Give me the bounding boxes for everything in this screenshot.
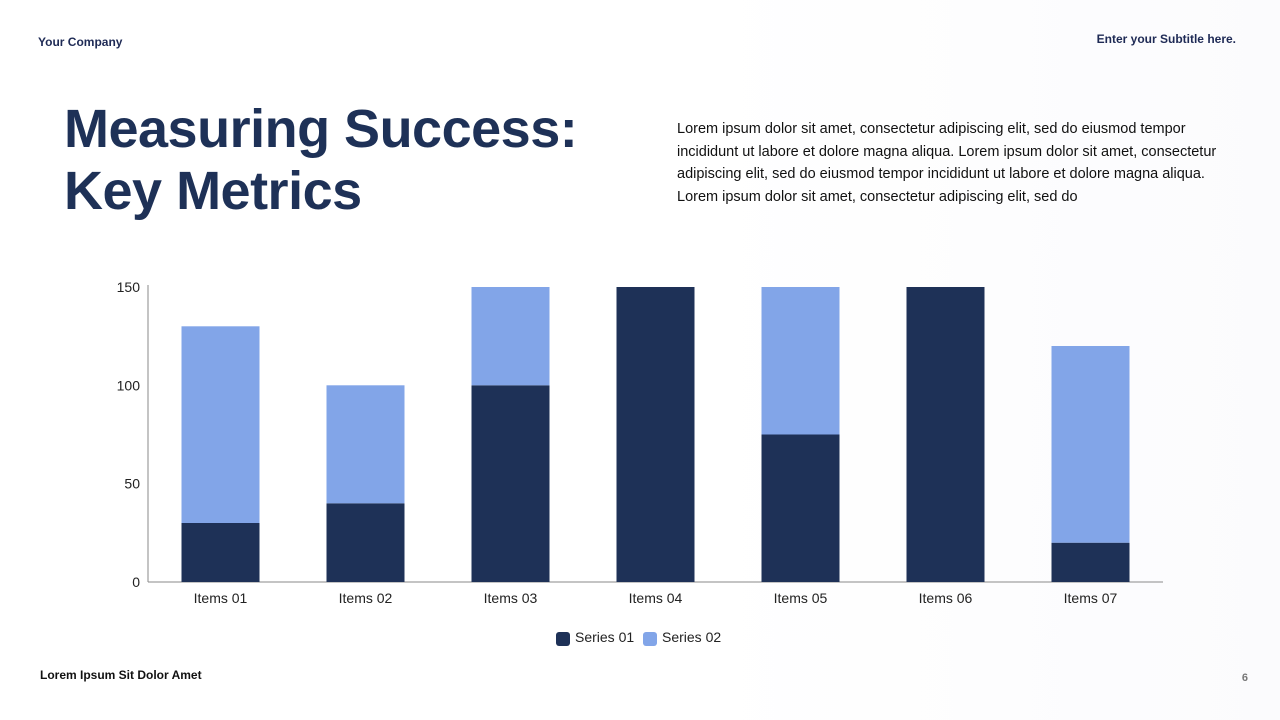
bar-series-02-items-05 — [761, 287, 840, 435]
x-tick-label: Items 01 — [194, 590, 248, 606]
title-line-1: Measuring Success: — [64, 99, 578, 159]
bar-series-01-items-01 — [181, 523, 260, 582]
company-name: Your Company — [38, 35, 123, 49]
bar-series-01-items-05 — [761, 434, 840, 582]
y-tick-label: 100 — [117, 377, 141, 393]
chart-legend: Series 01 Series 02 — [556, 629, 721, 646]
x-tick-labels: Items 01 Items 02 Items 03 Items 04 Items 05… — [194, 590, 1118, 606]
bar-series-01-items-07 — [1051, 542, 1130, 582]
y-tick-label: 150 — [117, 279, 141, 295]
slide-subtitle: Enter your Subtitle here. — [1096, 32, 1236, 46]
x-tick-label: Items 06 — [919, 590, 973, 606]
x-tick-label: Items 04 — [629, 590, 683, 606]
legend-swatch-series-01 — [556, 632, 570, 646]
footer-text: Lorem Ipsum Sit Dolor Amet — [40, 668, 202, 682]
page-title: Measuring Success: Key Metrics — [64, 98, 578, 222]
y-tick-labels: 0 50 100 150 — [117, 279, 141, 590]
legend-label: Series 02 — [662, 629, 721, 645]
bar-series-02-items-02 — [326, 385, 405, 504]
title-line-2: Key Metrics — [64, 161, 362, 221]
x-tick-label: Items 07 — [1064, 590, 1118, 606]
x-tick-label: Items 05 — [774, 590, 828, 606]
x-tick-label: Items 02 — [339, 590, 393, 606]
bar-series-01-items-02 — [326, 503, 405, 582]
bar-series-01-items-06 — [906, 287, 985, 582]
bar-series-02-items-07 — [1051, 346, 1130, 543]
body-paragraph: Lorem ipsum dolor sit amet, consectetur … — [677, 121, 1217, 206]
page-number: 6 — [1241, 672, 1248, 684]
bar-series-02-items-01 — [181, 326, 260, 523]
y-tick-label: 50 — [124, 476, 140, 492]
x-tick-label: Items 03 — [484, 590, 538, 606]
y-tick-label: 0 — [132, 574, 140, 590]
bars — [181, 287, 1130, 582]
legend-swatch-series-02 — [643, 632, 657, 646]
bar-series-02-items-03 — [471, 287, 550, 386]
legend-label: Series 01 — [575, 629, 634, 645]
bar-series-01-items-03 — [471, 385, 550, 582]
bar-series-01-items-04 — [616, 287, 695, 582]
